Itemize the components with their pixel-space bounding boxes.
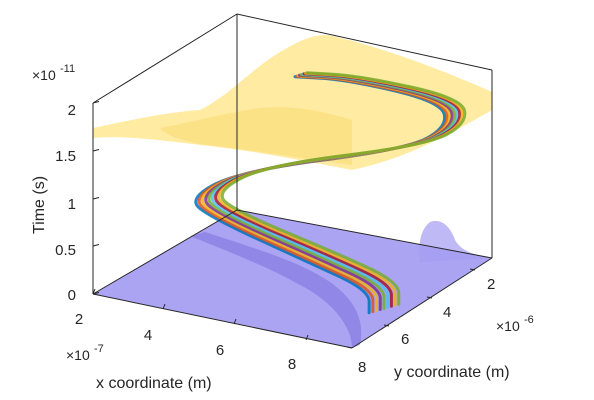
z-tick-label: 0 bbox=[68, 287, 76, 304]
z-tick-mark bbox=[92, 149, 100, 152]
z-tick-label: 1 bbox=[68, 196, 76, 213]
z-tick-mark bbox=[92, 292, 100, 295]
y-multiplier-base: ×10 bbox=[496, 318, 520, 334]
x-tick-label: 8 bbox=[288, 356, 296, 373]
y-axis-ticks: 2 4 6 8 bbox=[358, 276, 495, 376]
y-multiplier-exp: -6 bbox=[524, 314, 534, 326]
z-tick-mark bbox=[92, 244, 100, 247]
y-axis-label: y coordinate (m) bbox=[394, 364, 510, 381]
x-tick-label: 4 bbox=[144, 327, 152, 344]
top-surface-fill bbox=[93, 35, 492, 170]
x-tick-label: 6 bbox=[216, 342, 224, 359]
y-tick-mark bbox=[346, 346, 353, 349]
z-axis-ticks: 0 0.5 1 1.5 2 bbox=[55, 102, 76, 304]
x-tick-mark bbox=[305, 334, 309, 341]
trajectory-curve bbox=[220, 71, 467, 306]
bottom-surface-ridge bbox=[190, 232, 362, 348]
axes-box-edge bbox=[92, 209, 238, 295]
y-tick-label: 6 bbox=[401, 331, 409, 348]
x-axis-label: x coordinate (m) bbox=[96, 375, 212, 392]
z-tick-mark bbox=[92, 101, 100, 104]
z-multiplier-base: ×10 bbox=[32, 67, 56, 83]
top-surface-shade bbox=[160, 107, 352, 165]
axes-box-edge bbox=[92, 13, 238, 104]
axes-box-edge bbox=[236, 209, 493, 259]
top-surface-plane bbox=[93, 35, 492, 170]
trajectory-curves bbox=[194, 71, 467, 315]
y-tick-label: 8 bbox=[358, 359, 366, 376]
z-tick-label: 0.5 bbox=[55, 242, 76, 259]
axes-box bbox=[92, 13, 493, 349]
y-tick-mark bbox=[426, 296, 433, 299]
x-axis-ticks: 2 4 6 8 bbox=[75, 311, 296, 373]
axes-box-edge bbox=[351, 257, 493, 349]
y-tick-label: 2 bbox=[487, 276, 495, 293]
z-tick-label: 2 bbox=[68, 102, 76, 119]
y-tick-mark bbox=[469, 268, 476, 271]
bottom-surface-fill bbox=[93, 210, 492, 348]
bottom-surface-plane bbox=[93, 210, 492, 348]
x-multiplier-base: ×10 bbox=[66, 347, 90, 363]
z-multiplier-exp: -11 bbox=[60, 63, 75, 75]
y-tick-mark bbox=[383, 324, 390, 327]
z-tick-mark bbox=[92, 197, 100, 200]
y-tick-label: 4 bbox=[443, 304, 451, 321]
axes-box-edge bbox=[92, 293, 353, 349]
y-axis-multiplier: ×10 -6 bbox=[496, 314, 534, 334]
x-tick-mark bbox=[233, 318, 237, 325]
z-axis-multiplier: ×10 -11 bbox=[32, 63, 75, 83]
axes-box-edge bbox=[236, 13, 493, 71]
z-axis-label: Time (s) bbox=[31, 176, 48, 234]
bottom-surface-bump bbox=[419, 220, 492, 262]
x-tick-label: 2 bbox=[75, 311, 83, 328]
x-tick-mark bbox=[162, 303, 166, 310]
x-multiplier-exp: -7 bbox=[94, 343, 104, 355]
x-tick-mark bbox=[92, 288, 96, 295]
x-axis-multiplier: ×10 -7 bbox=[66, 343, 104, 363]
z-tick-label: 1.5 bbox=[55, 148, 76, 165]
